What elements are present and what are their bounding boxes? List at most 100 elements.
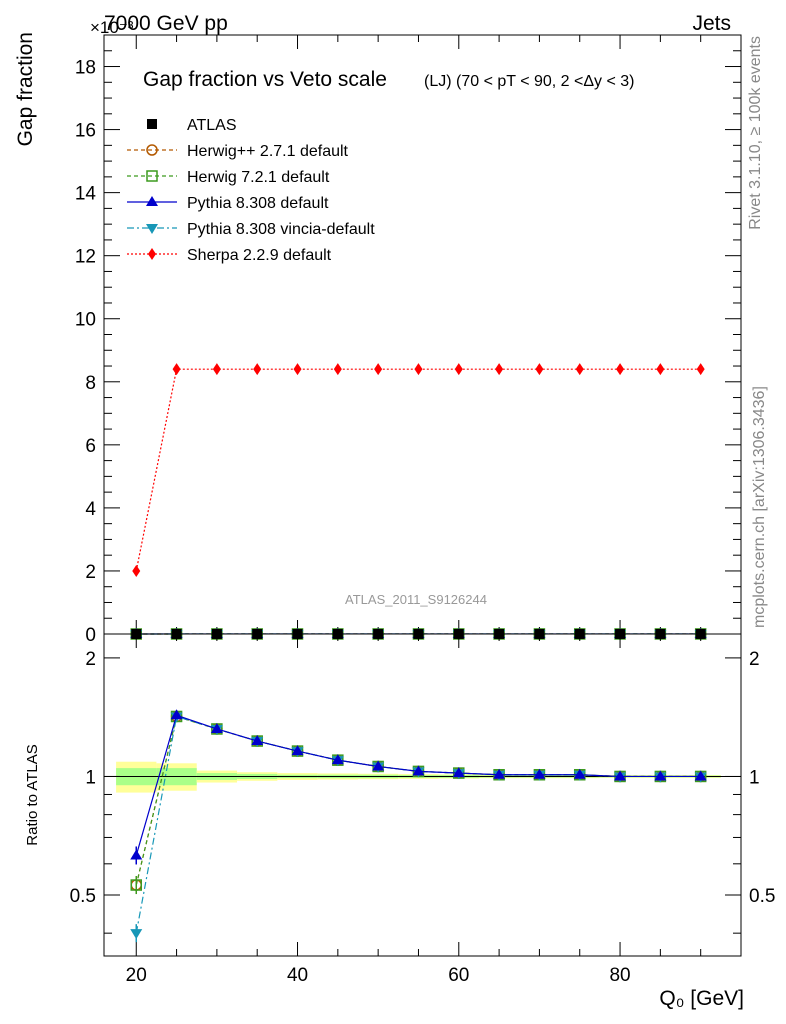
ratio-point-vincia	[130, 929, 143, 940]
main-series-line-sherpa	[135, 368, 701, 572]
x-tick-label: 60	[448, 965, 469, 986]
legend-item-vincia: Pythia 8.308 vincia-default	[127, 221, 375, 238]
legend-marker-herwig7	[146, 170, 158, 182]
ratio-y-tick-label-right: 0.5	[749, 886, 775, 907]
ratio-point-pythia	[493, 768, 506, 779]
main-point-sherpa	[374, 363, 383, 376]
ratio-point-pythia	[614, 770, 627, 781]
legend-item-sherpa: Sherpa 2.2.9 default	[127, 247, 332, 264]
main-title-suffix: (LJ) (70 < pT < 90, 2 <Δy < 3)	[424, 73, 635, 90]
legend-label-pythia: Pythia 8.308 default	[187, 195, 329, 212]
legend-marker-pythia	[146, 196, 158, 206]
ratio-point-pythia	[331, 754, 344, 765]
mcplots-source-label: mcplots.cern.ch [arXiv:1306.3436]	[751, 386, 768, 628]
legend-item-herwigpp: Herwig++ 2.7.1 default	[127, 143, 349, 160]
legend-marker-vincia	[146, 224, 158, 234]
ratio-y-tick-label-left: 2	[85, 649, 96, 670]
legend-item-atlas: ATLAS	[147, 117, 237, 134]
main-y-tick-label: 4	[85, 499, 96, 520]
watermark-label: ATLAS_2011_S9126244	[345, 592, 487, 607]
main-y-tick-label: 18	[75, 58, 96, 79]
header-energy-label: 7000 GeV pp	[104, 12, 228, 35]
main-point-sherpa	[333, 363, 342, 376]
main-point-sherpa	[575, 363, 584, 376]
main-y-tick-label: 14	[75, 184, 97, 205]
main-point-sherpa	[454, 363, 463, 376]
ratio-frame	[103, 633, 742, 957]
legend-label-vincia: Pythia 8.308 vincia-default	[187, 221, 375, 238]
ratio-y-tick-label-left: 1	[85, 767, 96, 788]
ratio-panel: 0.5 0.5 1 1 2 2 20 40 60 80 Ratio to ATLAS Q₀ [Ge…	[24, 633, 775, 1010]
legend-label-herwig7: Herwig 7.2.1 default	[187, 169, 330, 186]
legend-item-pythia: Pythia 8.308 default	[127, 195, 329, 212]
legend-marker-atlas	[147, 119, 157, 129]
legend: ATLAS Herwig++ 2.7.1 default Herwig 7.2.1 …	[127, 117, 375, 264]
ratio-point-pythia	[654, 770, 667, 781]
ratio-point-pythia	[130, 849, 143, 860]
main-y-tick-label: 8	[85, 373, 96, 394]
legend-label-sherpa: Sherpa 2.2.9 default	[187, 247, 332, 264]
ratio-series-layer	[130, 709, 707, 943]
ratio-band-layer	[104, 761, 741, 793]
main-y-tick-label: 10	[75, 310, 96, 331]
main-title: Gap fraction vs Veto scale	[143, 68, 387, 91]
x-tick-label: 80	[609, 965, 630, 986]
header-multiplier-label: ×10⁻³	[90, 18, 134, 37]
ratio-series-line-herwigpp	[135, 715, 701, 886]
ratio-point-pythia	[372, 760, 385, 771]
main-y-tick-label: 6	[85, 436, 96, 457]
main-y-tick-label: 12	[75, 247, 96, 268]
header-jets-label: Jets	[692, 12, 731, 35]
main-point-sherpa	[535, 363, 544, 376]
main-point-sherpa	[132, 564, 141, 577]
main-y-tick-label: 2	[85, 562, 96, 583]
ratio-point-pythia	[533, 768, 546, 779]
main-y-tick-label: 0	[85, 625, 96, 646]
main-point-sherpa	[253, 363, 262, 376]
main-point-sherpa	[212, 363, 221, 376]
main-point-sherpa	[414, 363, 423, 376]
ratio-series-herwig7	[130, 710, 707, 895]
ratio-y-tick-label-right: 1	[749, 767, 760, 788]
ratio-point-pythia	[452, 767, 465, 778]
ratio-series-line-vincia	[135, 715, 701, 934]
x-tick-label: 20	[126, 965, 147, 986]
main-axis-ticks: 0 2 4 6 8 10 12 14 16 18	[75, 34, 742, 646]
x-axis-label: Q₀ [GeV]	[659, 987, 744, 1010]
main-point-sherpa	[495, 363, 504, 376]
ratio-series-line-pythia	[135, 714, 701, 856]
ratio-series-line-herwig7	[135, 715, 701, 886]
ratio-point-pythia	[170, 709, 183, 720]
main-point-sherpa	[293, 363, 302, 376]
main-y-axis-label: Gap fraction	[14, 32, 37, 146]
ratio-point-pythia	[573, 768, 586, 779]
legend-marker-herwigpp	[146, 144, 158, 156]
main-point-sherpa	[616, 363, 625, 376]
main-y-tick-label: 16	[75, 121, 96, 142]
ratio-point-pythia	[291, 745, 304, 756]
ratio-y-tick-label-right: 2	[749, 649, 760, 670]
ratio-point-pythia	[412, 765, 425, 776]
ratio-y-tick-label-left: 0.5	[70, 886, 96, 907]
main-series-sherpa	[132, 363, 705, 577]
ratio-series-vincia	[130, 712, 707, 943]
main-panel: 0 2 4 6 8 10 12 14 16 18 Gap fraction vs Veto sca…	[14, 32, 742, 646]
legend-label-herwigpp: Herwig++ 2.7.1 default	[187, 143, 349, 160]
ratio-point-pythia	[210, 722, 223, 733]
ratio-point-herwig7	[130, 879, 143, 891]
ratio-series-herwigpp	[130, 710, 707, 895]
ratio-point-pythia	[694, 770, 707, 781]
main-point-sherpa	[656, 363, 665, 376]
x-tick-label: 40	[287, 965, 308, 986]
main-point-sherpa	[696, 363, 705, 376]
rivet-version-label: Rivet 3.1.10, ≥ 100k events	[747, 36, 764, 230]
ratio-series-pythia	[130, 709, 707, 865]
legend-item-herwig7: Herwig 7.2.1 default	[127, 169, 330, 186]
ratio-point-pythia	[251, 735, 264, 746]
main-point-sherpa	[172, 363, 181, 376]
ratio-y-axis-label: Ratio to ATLAS	[24, 744, 41, 845]
legend-marker-sherpa	[148, 248, 156, 260]
legend-label-atlas: ATLAS	[187, 117, 237, 134]
ratio-axis-ticks: 0.5 0.5 1 1 2 2 20 40 60 80	[70, 634, 775, 986]
